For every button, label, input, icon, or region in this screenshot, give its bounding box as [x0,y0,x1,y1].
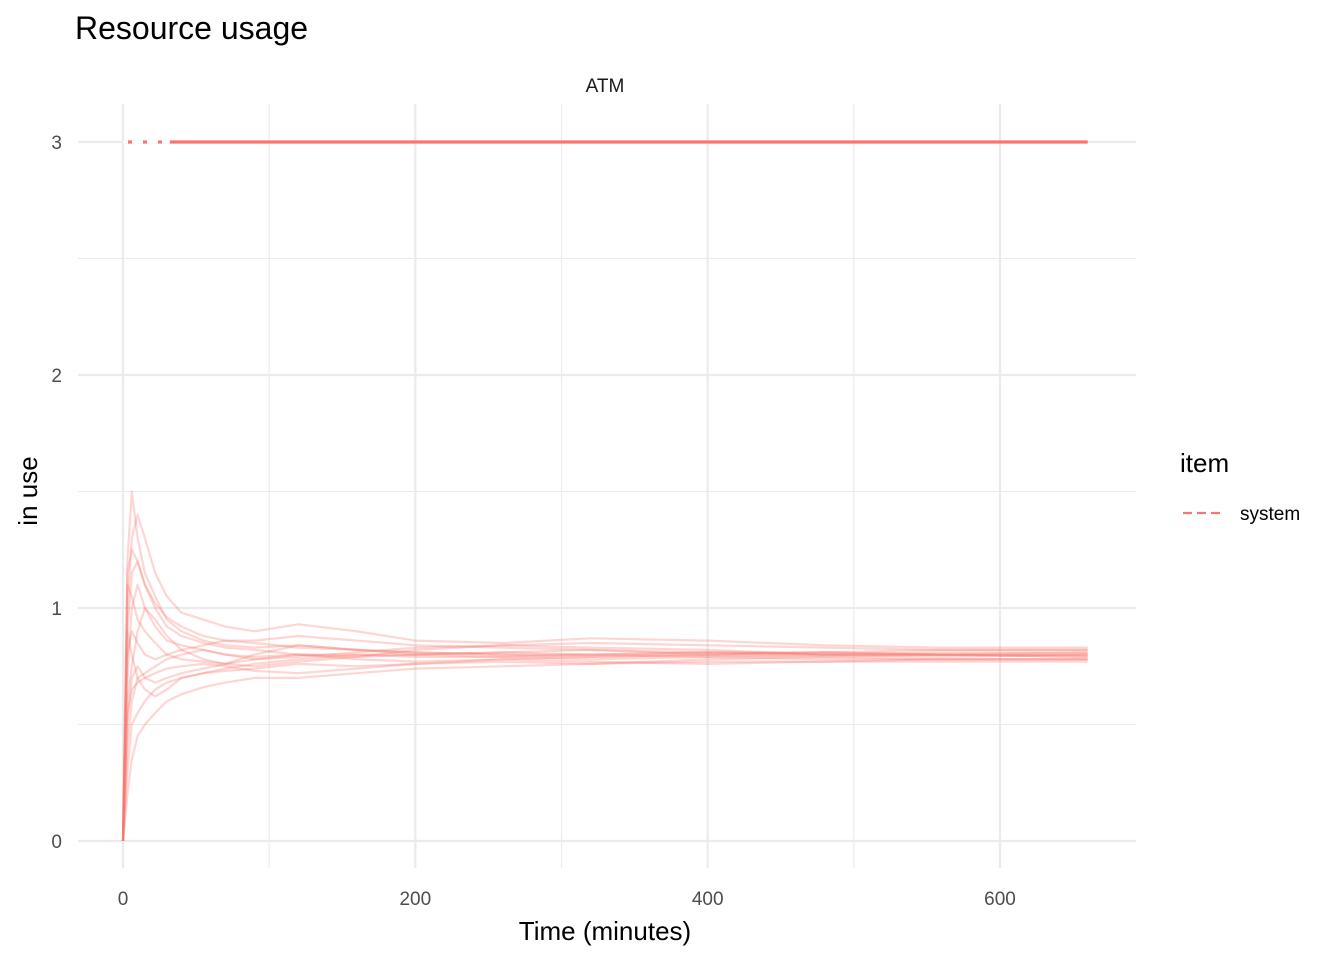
server-usage-line-6 [121,658,1088,842]
data-series [121,490,1088,842]
server-usage-line-14 [121,644,1088,842]
server-usage-line-3 [121,560,1088,842]
chart-title: Resource usage [75,10,308,46]
legend-label-system: system [1240,504,1300,525]
server-usage-line-10 [121,641,1088,842]
y-axis-title: in use [13,456,43,525]
y-tick-label: 2 [51,366,62,387]
server-usage-line-1 [121,490,1088,842]
server-usage-line-4 [121,651,1088,842]
minor-gridlines [78,104,1136,868]
y-tick-label: 1 [51,599,62,620]
x-tick-label: 400 [692,889,724,910]
server-usage-line-13 [121,548,1088,842]
x-axis-title: Time (minutes) [519,916,691,946]
legend: item system [1180,448,1300,525]
y-tick-label: 0 [51,832,62,853]
y-tick-label: 3 [51,133,62,154]
x-axis-ticks: 0 200 400 600 [118,889,1016,910]
y-axis-ticks: 0 1 2 3 [51,133,62,853]
server-usage-line-7 [121,630,1088,842]
server-usage-line-12 [121,630,1088,842]
legend-title: item [1180,448,1229,478]
x-tick-label: 200 [399,889,431,910]
server-usage-line-8 [121,606,1088,842]
facet-strip-label: ATM [586,76,625,97]
x-tick-label: 0 [118,889,129,910]
server-usage-line-9 [121,583,1088,842]
x-tick-label: 600 [984,889,1016,910]
server-usage-line-2 [121,655,1088,842]
server-usage-line-11 [121,583,1088,842]
server-usage-line-5 [121,513,1088,842]
